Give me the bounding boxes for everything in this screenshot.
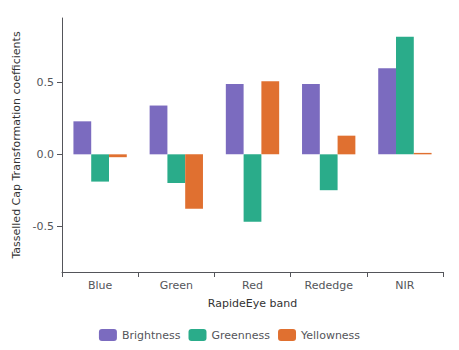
svg-text:Brightness: Brightness <box>122 329 181 342</box>
svg-text:0.0: 0.0 <box>37 148 55 161</box>
svg-text:RapideEye band: RapideEye band <box>208 297 297 310</box>
svg-text:Tasselled Cap Transformation c: Tasselled Cap Transformation coefficient… <box>10 31 23 259</box>
svg-text:Green: Green <box>160 279 193 292</box>
svg-text:0.5: 0.5 <box>37 76 55 89</box>
svg-text:Rededge: Rededge <box>304 279 353 292</box>
svg-text:Greenness: Greenness <box>212 329 271 342</box>
svg-text:NIR: NIR <box>395 279 414 292</box>
svg-text:Red: Red <box>242 279 263 292</box>
svg-text:-0.5: -0.5 <box>33 220 54 233</box>
svg-text:Blue: Blue <box>88 279 113 292</box>
svg-text:Yellowness: Yellowness <box>300 329 360 342</box>
